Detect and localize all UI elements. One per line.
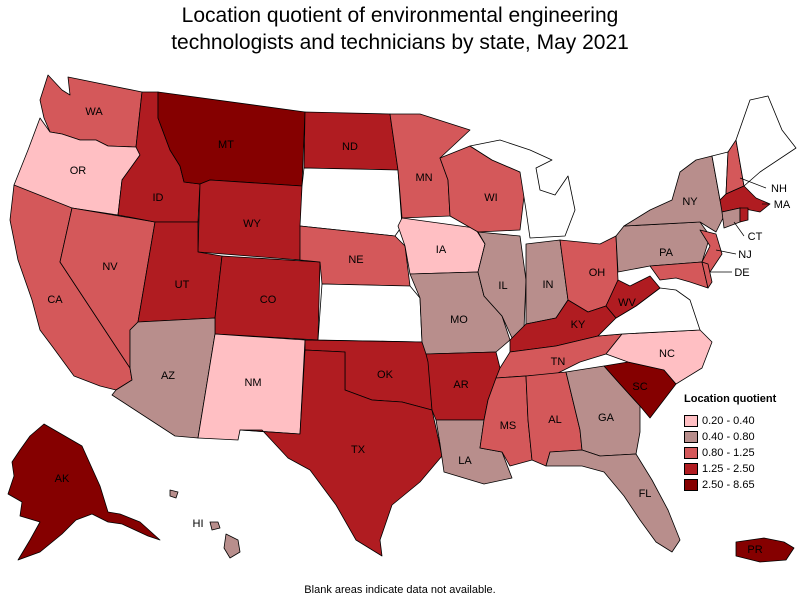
label-nm: NM (244, 377, 261, 389)
state-ct[interactable] (721, 207, 741, 229)
legend-item: 0.80 - 1.25 (684, 445, 796, 461)
label-co: CO (260, 294, 277, 306)
label-ca: CA (47, 294, 63, 306)
label-ak: AK (55, 473, 70, 485)
label-mt: MT (218, 139, 234, 151)
leader-ct (733, 221, 745, 237)
label-ut: UT (175, 279, 190, 291)
state-me[interactable] (735, 95, 797, 187)
legend-swatch (684, 431, 698, 443)
label-nj: NJ (738, 249, 751, 261)
legend-swatch (684, 447, 698, 459)
label-nh: NH (771, 183, 787, 195)
label-la: LA (458, 455, 472, 467)
label-tx: TX (351, 444, 366, 456)
label-il: IL (498, 280, 507, 292)
label-ok: OK (377, 369, 394, 381)
state-il[interactable] (477, 231, 527, 339)
label-hi: HI (193, 518, 204, 530)
footnote: Blank areas indicate data not available. (304, 584, 496, 596)
label-al: AL (548, 414, 561, 426)
state-hi-island-maui[interactable] (209, 521, 221, 531)
state-hi[interactable] (169, 489, 179, 499)
state-wy[interactable] (197, 179, 303, 261)
legend-item: 1.25 - 2.50 (684, 461, 796, 477)
label-ct: CT (748, 231, 763, 243)
label-mo: MO (450, 314, 468, 326)
legend-rows: 0.20 - 0.40 0.40 - 0.80 0.80 - 1.25 1.25 - … (684, 413, 796, 493)
legend-swatch (684, 463, 698, 475)
label-ar: AR (453, 379, 468, 391)
label-az: AZ (161, 370, 175, 382)
label-ms: MS (500, 420, 517, 432)
state-sd[interactable] (299, 167, 403, 237)
legend-label: 0.20 - 0.40 (702, 415, 755, 427)
state-ak[interactable] (7, 423, 161, 561)
state-mi[interactable] (469, 139, 576, 239)
legend-label: 1.25 - 2.50 (702, 463, 755, 475)
label-sc: SC (632, 381, 647, 393)
label-fl: FL (639, 488, 652, 500)
legend-title: Location quotient (684, 393, 777, 405)
state-ks[interactable] (317, 283, 423, 343)
label-ny: NY (682, 196, 698, 208)
legend-label: 2.50 - 8.65 (702, 479, 755, 491)
map-title: Location quotient of environmental engin… (171, 4, 629, 54)
state-ri[interactable] (739, 207, 749, 223)
label-ga: GA (598, 412, 615, 424)
state-az[interactable] (111, 317, 216, 439)
label-nc: NC (659, 348, 675, 360)
label-id: ID (153, 192, 164, 204)
state-md[interactable] (649, 261, 709, 289)
label-pa: PA (659, 247, 674, 259)
label-ne: NE (348, 254, 363, 266)
leader-nj (715, 249, 737, 255)
label-in: IN (543, 279, 554, 291)
state-de[interactable] (701, 261, 713, 289)
legend-item: 0.40 - 0.80 (684, 429, 796, 445)
state-mt[interactable] (157, 91, 306, 187)
label-ky: KY (571, 319, 586, 331)
legend-swatch (684, 479, 698, 491)
label-mn: MN (415, 172, 432, 184)
state-fl[interactable] (545, 449, 681, 553)
legend-label: 0.80 - 1.25 (702, 447, 755, 459)
label-pr: PR (747, 544, 762, 556)
state-wv[interactable] (605, 275, 661, 319)
label-ma: MA (774, 199, 791, 211)
legend-item: 0.20 - 0.40 (684, 413, 796, 429)
label-tn: TN (551, 356, 566, 368)
label-nd: ND (342, 141, 358, 153)
state-pr[interactable] (735, 537, 795, 563)
label-wy: WY (243, 218, 261, 230)
label-or: OR (70, 165, 87, 177)
label-oh: OH (589, 267, 606, 279)
state-hi-island-big[interactable] (223, 533, 241, 559)
legend-label: 0.40 - 0.80 (702, 431, 755, 443)
label-wv: WV (618, 297, 636, 309)
label-ia: IA (436, 244, 447, 256)
map-legend: Location quotient 0.20 - 0.40 0.40 - 0.80… (684, 393, 796, 493)
label-wa: WA (85, 106, 103, 118)
label-wi: WI (484, 192, 497, 204)
state-ny[interactable] (623, 155, 725, 233)
state-tx[interactable] (239, 349, 443, 557)
leader-nh (739, 177, 767, 189)
legend-swatch (684, 415, 698, 427)
label-nv: NV (102, 261, 118, 273)
label-de: DE (734, 267, 749, 279)
legend-item: 2.50 - 8.65 (684, 477, 796, 493)
state-co[interactable] (214, 255, 321, 341)
